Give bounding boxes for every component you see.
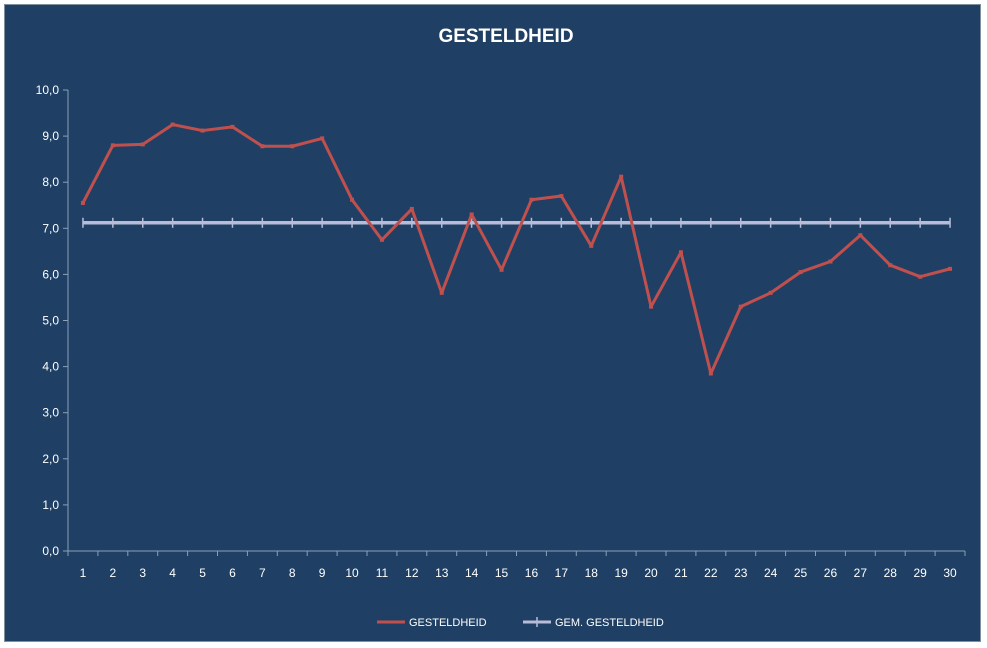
- x-tick-label: 9: [319, 566, 326, 580]
- data-point: [140, 142, 145, 147]
- data-point: [200, 128, 205, 133]
- legend-label: GEM. GESTELDHEID: [555, 617, 664, 629]
- data-point: [828, 259, 833, 264]
- x-tick-label: 26: [824, 566, 838, 580]
- data-point: [798, 270, 803, 275]
- y-tick-label: 6,0: [42, 267, 59, 281]
- series-line: [81, 123, 951, 376]
- data-point: [589, 243, 594, 248]
- axes: 0,01,02,03,04,05,06,07,08,09,010,01 2 3 4 5 6…: [36, 83, 966, 580]
- y-tick-label: 8,0: [42, 175, 59, 189]
- x-tick-label: 3: [139, 566, 146, 580]
- chart-title: GESTELDHEID: [438, 26, 573, 47]
- data-point: [678, 250, 683, 255]
- x-tick-label: 1: [80, 566, 87, 580]
- data-point: [350, 197, 355, 202]
- x-tick-label: 25: [794, 566, 808, 580]
- x-tick-label: 19: [614, 566, 628, 580]
- legend: GESTELDHEID GEM. GESTELDHEID: [377, 617, 664, 629]
- x-tick-label: 30: [943, 566, 957, 580]
- data-point: [379, 237, 384, 242]
- x-tick-label: 4: [169, 566, 176, 580]
- legend-label: GESTELDHEID: [409, 617, 487, 629]
- data-point: [619, 174, 624, 179]
- y-tick-label: 2,0: [42, 452, 59, 466]
- y-tick-label: 1,0: [42, 498, 59, 512]
- series-gesteldheid: [80, 122, 953, 376]
- data-point: [499, 267, 504, 272]
- x-tick-label: 11: [376, 566, 389, 580]
- x-tick-label: 8: [289, 566, 296, 580]
- x-tick-label: 10: [345, 566, 359, 580]
- x-tick-label: 24: [764, 566, 778, 580]
- x-tick-label: 18: [585, 566, 599, 580]
- data-point: [230, 124, 235, 129]
- data-point: [170, 122, 175, 127]
- data-point: [948, 266, 953, 271]
- data-point: [708, 371, 713, 376]
- data-point: [858, 233, 863, 238]
- series-layer: [80, 122, 953, 376]
- data-point: [469, 212, 474, 217]
- x-tick-label: 16: [525, 566, 539, 580]
- y-tick-label: 9,0: [42, 129, 59, 143]
- data-point: [649, 304, 654, 309]
- x-tick-label: 15: [495, 566, 509, 580]
- x-tick-label: 29: [913, 566, 927, 580]
- x-tick-label: 2: [110, 566, 117, 580]
- data-point: [409, 206, 414, 211]
- data-point: [888, 263, 893, 268]
- data-point: [918, 274, 923, 279]
- data-point: [290, 144, 295, 149]
- x-tick-label: 27: [854, 566, 868, 580]
- x-tick-label: 5: [199, 566, 206, 580]
- data-point: [80, 200, 85, 205]
- data-point: [439, 290, 444, 295]
- data-point: [320, 136, 325, 141]
- data-point: [529, 197, 534, 202]
- x-tick-label: 21: [674, 566, 688, 580]
- y-tick-label: 10,0: [36, 83, 60, 97]
- chart-area: GESTELDHEID 0,0 1,0 2,0 3,0 4,0 5,0 6,0 7,0 8,0 9…: [4, 4, 981, 642]
- data-point: [260, 144, 265, 149]
- legend-item-gem-gesteldheid: GEM. GESTELDHEID: [523, 617, 664, 629]
- data-point: [559, 194, 564, 199]
- y-tick-label: 3,0: [42, 406, 59, 420]
- x-tick-label: 23: [734, 566, 748, 580]
- line-chart: GESTELDHEID 0,0 1,0 2,0 3,0 4,0 5,0 6,0 7,0 8,0 9…: [36, 26, 966, 629]
- x-tick-label: 28: [884, 566, 898, 580]
- x-tick-label: 22: [704, 566, 718, 580]
- data-point: [110, 143, 115, 148]
- y-tick-label: 5,0: [42, 314, 59, 328]
- y-tick-label: 0,0: [42, 544, 59, 558]
- data-point: [768, 290, 773, 295]
- series-gem-gesteldheid: [82, 217, 951, 228]
- x-tick-label: 7: [259, 566, 266, 580]
- x-tick-label: 6: [229, 566, 236, 580]
- x-tick-label: 12: [405, 566, 419, 580]
- y-tick-label: 7,0: [42, 221, 59, 235]
- y-tick-label: 4,0: [42, 360, 59, 374]
- x-tick-label: 14: [465, 566, 479, 580]
- x-tick-label: 20: [644, 566, 658, 580]
- data-point: [738, 304, 743, 309]
- x-tick-label: 17: [555, 566, 569, 580]
- legend-item-gesteldheid: GESTELDHEID: [377, 617, 487, 629]
- x-tick-label: 13: [435, 566, 449, 580]
